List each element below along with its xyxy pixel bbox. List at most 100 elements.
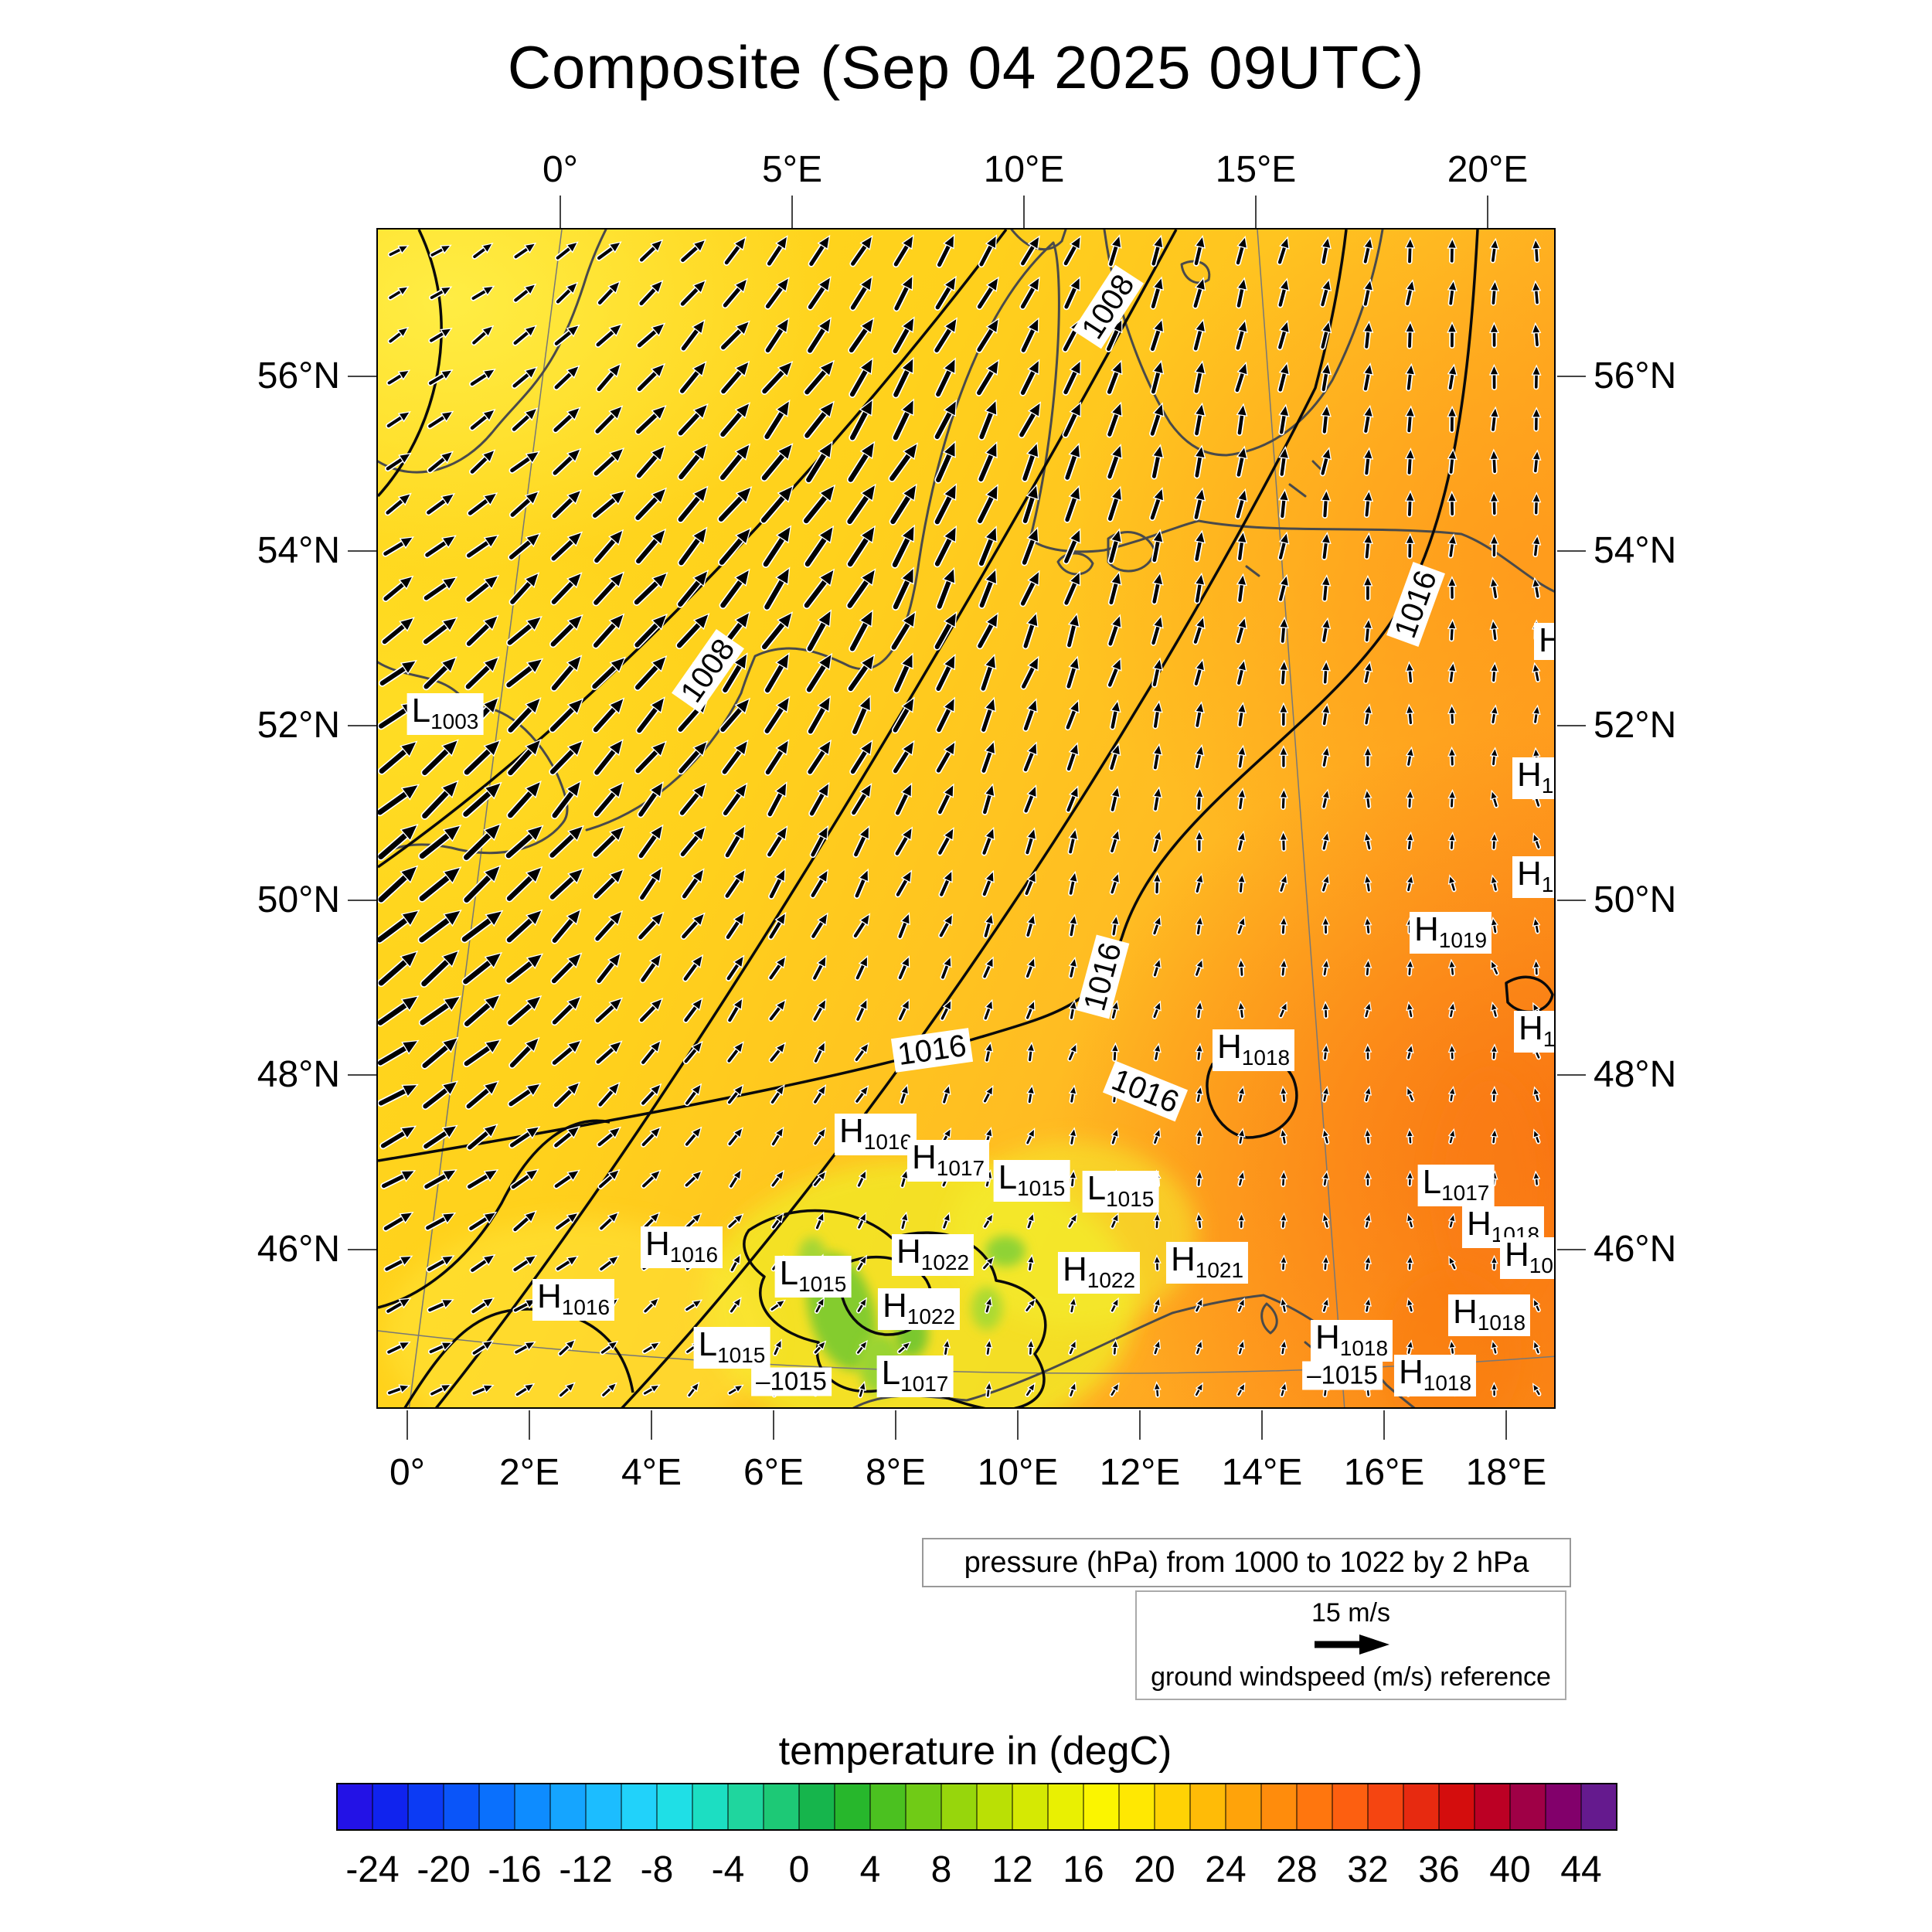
bottom-axis-tick-label: 8°E xyxy=(866,1452,926,1493)
bottom-axis-tick-label: 18°E xyxy=(1465,1452,1547,1493)
bottom-axis-tick xyxy=(895,1410,896,1440)
wind-reference-caption: ground windspeed (m/s) reference xyxy=(1151,1662,1551,1692)
left-axis-tick xyxy=(348,1074,376,1076)
bottom-axis-tick xyxy=(651,1410,652,1440)
pressure-center-label: H1018 xyxy=(1447,1294,1531,1336)
left-axis-tick-label: 54°N xyxy=(257,530,340,571)
right-axis-tick xyxy=(1557,550,1586,552)
right-axis-tick-label: 52°N xyxy=(1594,705,1677,746)
pressure-center-label: H1017 xyxy=(906,1140,990,1182)
pressure-legend-text: pressure (hPa) from 1000 to 1022 by 2 hP… xyxy=(964,1546,1529,1579)
pressure-center-label: L1015 xyxy=(774,1256,852,1298)
colorbar-tick-label: 4 xyxy=(859,1849,881,1890)
right-axis-tick xyxy=(1557,1249,1586,1250)
pressure-center-label: H1018 xyxy=(1393,1355,1477,1396)
colorbar-title: temperature in (degC) xyxy=(778,1729,1172,1774)
pressure-center-label: H1022 xyxy=(877,1288,961,1330)
colorbar-tick-label: 8 xyxy=(930,1849,952,1890)
pressure-center-label: H1018 xyxy=(1310,1320,1393,1362)
colorbar-tick-label: 20 xyxy=(1134,1849,1175,1890)
bottom-axis-tick xyxy=(1261,1410,1263,1440)
right-axis-tick-label: 56°N xyxy=(1594,355,1677,396)
bottom-axis-tick-label: 16°E xyxy=(1343,1452,1425,1493)
right-axis-tick xyxy=(1557,900,1586,901)
colorbar xyxy=(336,1783,1617,1831)
colorbar-tick-label: 36 xyxy=(1418,1849,1460,1890)
left-axis-tick xyxy=(348,725,376,726)
pressure-center-label: H1022 xyxy=(1057,1252,1141,1294)
left-axis-tick xyxy=(348,376,376,377)
weather-map: 100810081016101610161016L1003HH10H10H101… xyxy=(376,228,1556,1409)
top-axis-tick-label: 0° xyxy=(543,149,578,190)
bottom-axis-tick-label: 0° xyxy=(389,1452,425,1493)
top-axis-tick xyxy=(1487,196,1488,228)
top-axis-tick xyxy=(560,196,561,228)
right-axis-tick-label: 54°N xyxy=(1594,530,1677,571)
pressure-center-label: L1017 xyxy=(876,1355,954,1397)
right-axis-tick xyxy=(1557,1074,1586,1076)
colorbar-tick-label: 44 xyxy=(1560,1849,1602,1890)
page-title: Composite (Sep 04 2025 09UTC) xyxy=(507,33,1425,101)
colorbar-tick-label: -8 xyxy=(640,1849,674,1890)
right-axis-tick xyxy=(1557,376,1586,377)
left-axis-tick-label: 56°N xyxy=(257,355,340,396)
right-axis-tick xyxy=(1557,725,1586,726)
map-canvas xyxy=(378,230,1554,1407)
pressure-center-label: L1015 xyxy=(993,1160,1070,1202)
bottom-axis-tick xyxy=(529,1410,530,1440)
colorbar-tick-label: 32 xyxy=(1347,1849,1389,1890)
bottom-axis-tick xyxy=(1505,1410,1507,1440)
wind-arrows xyxy=(378,233,1542,1399)
bottom-axis-tick xyxy=(406,1410,408,1440)
bottom-axis-tick-label: 14°E xyxy=(1221,1452,1303,1493)
bottom-axis-tick-label: 4°E xyxy=(621,1452,682,1493)
top-axis-tick xyxy=(1255,196,1257,228)
left-axis-tick-label: 50°N xyxy=(257,879,340,920)
right-axis-tick-label: 46°N xyxy=(1594,1229,1677,1270)
bottom-axis-tick-label: 12°E xyxy=(1099,1452,1181,1493)
top-axis-tick xyxy=(791,196,793,228)
pressure-center-label: H1016 xyxy=(640,1226,723,1268)
pressure-center-label: L1015 xyxy=(693,1327,770,1369)
top-axis-tick-label: 20°E xyxy=(1447,149,1529,190)
left-axis-tick xyxy=(348,1249,376,1250)
bottom-axis-tick-label: 2°E xyxy=(499,1452,560,1493)
colorbar-tick-label: -12 xyxy=(559,1849,613,1890)
right-axis-tick-label: 48°N xyxy=(1594,1054,1677,1095)
pressure-center-label: H1021 xyxy=(1165,1242,1249,1284)
bottom-axis-tick xyxy=(1017,1410,1019,1440)
right-axis-tick-label: 50°N xyxy=(1594,879,1677,920)
pressure-center-label: H1019 xyxy=(1409,912,1492,954)
wind-reference-arrow-icon xyxy=(1315,1634,1389,1655)
pressure-center-label: H10 xyxy=(1512,757,1554,799)
left-axis-tick xyxy=(348,900,376,901)
wind-reference-box: 15 m/s ground windspeed (m/s) reference xyxy=(1135,1590,1566,1700)
colorbar-tick-label: -20 xyxy=(417,1849,471,1890)
top-axis-tick-label: 15°E xyxy=(1215,149,1297,190)
colorbar-tick-label: -24 xyxy=(345,1849,400,1890)
left-axis-tick-label: 52°N xyxy=(257,705,340,746)
left-axis-tick-label: 48°N xyxy=(257,1054,340,1095)
pressure-center-label: H xyxy=(1534,623,1554,660)
colorbar-tick-label: -4 xyxy=(711,1849,745,1890)
colorbar-tick-label: 28 xyxy=(1276,1849,1318,1890)
colorbar-tick-label: 0 xyxy=(788,1849,810,1890)
pressure-center-label: L1003 xyxy=(406,693,484,735)
top-axis-tick-label: 5°E xyxy=(762,149,822,190)
pressure-center-label: L1015 xyxy=(1082,1171,1159,1213)
colorbar-tick-label: 24 xyxy=(1205,1849,1247,1890)
bottom-axis-tick-label: 10°E xyxy=(977,1452,1059,1493)
colorbar-tick-label: 16 xyxy=(1063,1849,1104,1890)
pressure-legend-box: pressure (hPa) from 1000 to 1022 by 2 hP… xyxy=(922,1538,1571,1587)
bottom-axis-tick xyxy=(773,1410,774,1440)
bottom-axis-tick xyxy=(1383,1410,1385,1440)
pressure-center-label: H1022 xyxy=(891,1234,975,1276)
pressure-center-label: H10 xyxy=(1514,1011,1554,1053)
pressure-center-label: H10 xyxy=(1512,856,1554,898)
top-axis-tick xyxy=(1023,196,1025,228)
top-axis-tick-label: 10°E xyxy=(983,149,1065,190)
pressure-center-label: H1016 xyxy=(532,1279,615,1321)
left-axis-tick-label: 46°N xyxy=(257,1229,340,1270)
colorbar-tick-label: 40 xyxy=(1489,1849,1531,1890)
bottom-axis-tick xyxy=(1139,1410,1141,1440)
